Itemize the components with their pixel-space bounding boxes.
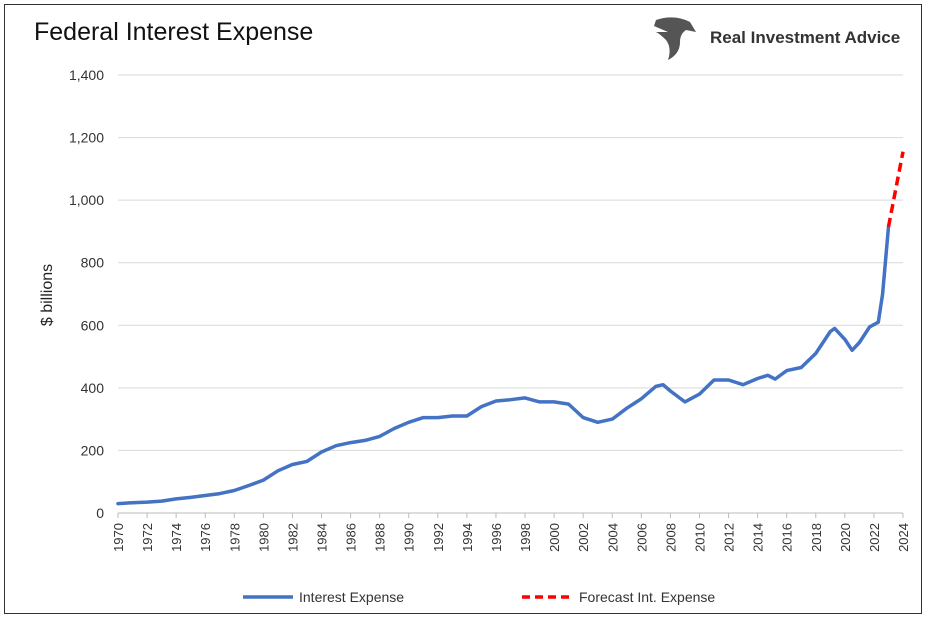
x-tick-label: 2010 <box>692 523 707 552</box>
x-tick-label: 1992 <box>431 523 446 552</box>
x-tick-label: 1990 <box>402 523 417 552</box>
y-tick-label: 600 <box>81 317 105 333</box>
x-tick-label: 2022 <box>867 523 882 552</box>
x-tick-label: 2004 <box>605 523 620 552</box>
x-tick-label: 1988 <box>373 523 388 552</box>
x-tick-label: 1986 <box>344 523 359 552</box>
eagle-logo-icon <box>654 17 696 60</box>
x-tick-label: 1970 <box>111 523 126 552</box>
x-tick-label: 2016 <box>780 523 795 552</box>
legend: Interest Expense Forecast Int. Expense <box>243 589 715 605</box>
x-tick-label: 2018 <box>809 523 824 552</box>
x-tick-label: 1982 <box>285 523 300 552</box>
x-tick-label: 1980 <box>256 523 271 552</box>
y-tick-label: 0 <box>96 505 104 521</box>
x-tick-label: 2014 <box>751 523 766 552</box>
x-tick-label: 2002 <box>576 523 591 552</box>
brand-logo: Real Investment Advice <box>650 14 900 62</box>
x-tick-label: 1972 <box>140 523 155 552</box>
x-tick-label: 1996 <box>489 523 504 552</box>
y-axis-label: $ billions <box>39 264 56 326</box>
brand-name: Real Investment Advice <box>710 28 901 47</box>
x-tick-label: 1998 <box>518 523 533 552</box>
x-tick-label: 1984 <box>315 523 330 552</box>
x-tick-label: 2020 <box>838 523 853 552</box>
x-tick-label: 2024 <box>896 523 911 552</box>
legend-label-forecast: Forecast Int. Expense <box>579 589 715 605</box>
chart-frame <box>4 4 922 614</box>
series-line-interest-expense <box>116 224 891 506</box>
chart-title: Federal Interest Expense <box>34 18 314 46</box>
series-line-forecast <box>886 151 905 228</box>
y-tick-label: 1,400 <box>69 67 104 83</box>
y-tick-label: 1,200 <box>69 130 104 146</box>
y-tick-label: 400 <box>81 380 105 396</box>
y-tick-label: 200 <box>81 442 105 458</box>
legend-label-interest-expense: Interest Expense <box>299 589 404 605</box>
x-tick-label: 1976 <box>198 523 213 552</box>
x-tick-label: 1974 <box>169 523 184 552</box>
x-tick-label: 2008 <box>663 523 678 552</box>
x-tick-label: 1994 <box>460 523 475 552</box>
x-tick-label: 2012 <box>722 523 737 552</box>
x-tick-label: 2006 <box>634 523 649 552</box>
x-tick-label: 2000 <box>547 523 562 552</box>
y-tick-label: 800 <box>81 255 105 271</box>
y-tick-label: 1,000 <box>69 192 104 208</box>
x-tick-label: 1978 <box>227 523 242 552</box>
